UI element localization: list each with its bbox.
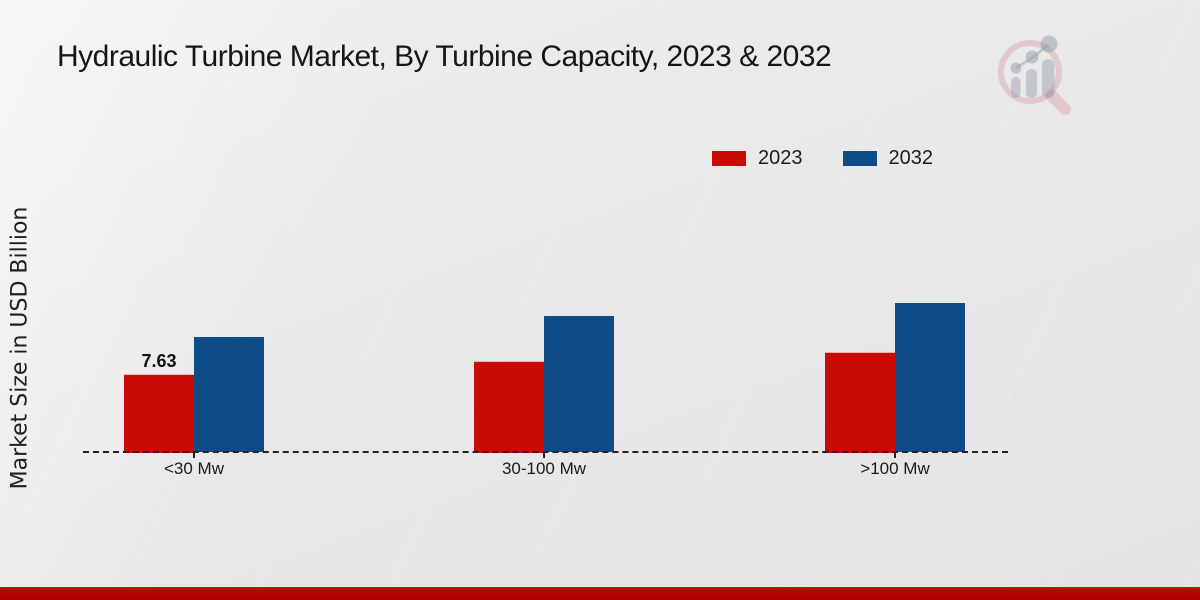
bar-2023-group2 (474, 361, 544, 453)
bar-2032-group1 (194, 337, 264, 452)
legend-swatch-2023 (712, 151, 746, 166)
magnifier-bar-chart-watermark-icon (998, 35, 1071, 115)
legend-item-2023: 2023 (712, 147, 803, 170)
x-axis-category-label: 30-100 Mw (501, 459, 587, 478)
x-axis-tick (193, 452, 195, 458)
legend-swatch-2032 (842, 151, 877, 166)
x-axis-category-label: <30 Mw (164, 459, 224, 478)
bar-2023-group1: 7.63 (124, 351, 194, 453)
legend-item-2032: 2032 (842, 147, 934, 170)
x-axis-baseline (83, 451, 1008, 453)
bar-2032-group3 (895, 303, 965, 452)
bar-value-label: 7.63 (141, 351, 177, 371)
legend-label-2032: 2032 (888, 147, 934, 169)
chart-title: Hydraulic Turbine Market, By Turbine Cap… (57, 40, 832, 73)
legend: 2023 2032 (712, 147, 933, 170)
bar-2023-group3 (825, 352, 895, 453)
bar-2032-group2 (544, 316, 614, 452)
x-axis-tick (894, 452, 896, 458)
legend-label-2023: 2023 (758, 147, 803, 169)
x-axis-category-label: >100 Mw (860, 459, 930, 478)
x-axis-tick (543, 452, 545, 458)
bottom-brand-stripe (0, 587, 1200, 600)
